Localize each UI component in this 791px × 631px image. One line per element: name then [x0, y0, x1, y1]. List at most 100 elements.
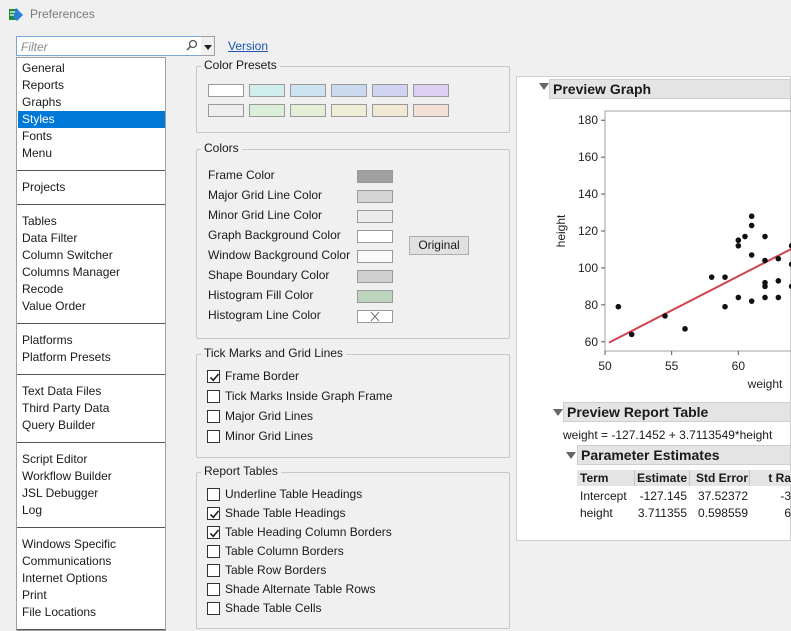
y-tick-label: 80: [585, 298, 599, 312]
sidebar-item-menu[interactable]: Menu: [22, 146, 53, 160]
color-preset-swatch[interactable]: [249, 104, 285, 117]
filter-dropdown-button[interactable]: [201, 36, 215, 56]
sidebar-item-general[interactable]: General: [22, 61, 65, 75]
color-preset-swatch[interactable]: [290, 104, 326, 117]
filter-input[interactable]: Filter: [16, 36, 205, 56]
sidebar-item-windows-specific[interactable]: Windows Specific: [22, 537, 117, 551]
window-background-color-swatch[interactable]: [357, 250, 393, 263]
color-preset-swatch[interactable]: [208, 104, 244, 117]
search-icon: [186, 39, 198, 51]
sidebar-item-platforms[interactable]: Platforms: [22, 333, 73, 347]
x-tick-label: 60: [732, 359, 746, 373]
sidebar-item-platform-presets[interactable]: Platform Presets: [22, 350, 111, 364]
color-preset-swatch[interactable]: [290, 84, 326, 97]
color-preset-swatch[interactable]: [331, 84, 367, 97]
checkbox-box[interactable]: [207, 564, 220, 577]
table-cell: -3: [780, 489, 791, 503]
parameter-estimates-header[interactable]: Parameter Estimates: [577, 445, 791, 465]
color-preset-swatch[interactable]: [249, 84, 285, 97]
sidebar-item-data-filter[interactable]: Data Filter: [22, 231, 78, 245]
sidebar-item-third-party-data[interactable]: Third Party Data: [22, 401, 110, 415]
sidebar-item-value-order[interactable]: Value Order: [22, 299, 86, 313]
sidebar-item-recode[interactable]: Recode: [22, 282, 64, 296]
color-preset-swatch[interactable]: [372, 104, 408, 117]
color-preset-swatch[interactable]: [413, 84, 449, 97]
plot-frame: [604, 110, 791, 352]
preview-graph-header[interactable]: Preview Graph: [549, 79, 791, 99]
collapse-triangle-icon[interactable]: [553, 409, 563, 416]
report-tables-group: [196, 472, 510, 629]
sidebar-item-column-switcher[interactable]: Column Switcher: [22, 248, 113, 262]
category-list[interactable]: General Reports Graphs Styles Fonts Menu Proje…: [16, 57, 166, 631]
checkbox-box[interactable]: [207, 526, 220, 539]
sidebar-item-query-builder[interactable]: Query Builder: [22, 418, 96, 432]
column-header: Term: [580, 471, 609, 485]
sidebar-item-fonts[interactable]: Fonts: [22, 129, 53, 143]
checkbox-box[interactable]: [207, 545, 220, 558]
original-button[interactable]: Original: [409, 236, 469, 255]
shape-boundary-color-label: Shape Boundary Color: [208, 268, 330, 282]
checkbox-box[interactable]: [207, 488, 220, 501]
sidebar-item-script-editor[interactable]: Script Editor: [22, 452, 88, 466]
sidebar-item-tables[interactable]: Tables: [22, 214, 57, 228]
checkbox-box[interactable]: [207, 370, 220, 383]
y-tick-label: 140: [578, 187, 598, 201]
minor-grid-line-color-label: Minor Grid Line Color: [208, 208, 323, 222]
table-cell: 6: [784, 506, 791, 520]
nav-separator: [17, 323, 165, 324]
checkbox-box[interactable]: [207, 602, 220, 615]
checkbox-box[interactable]: [207, 410, 220, 423]
shape-boundary-color-swatch[interactable]: [357, 270, 393, 283]
sidebar-item-styles[interactable]: Styles: [18, 111, 165, 128]
y-tick-label: 60: [585, 335, 599, 349]
checkbox-box[interactable]: [207, 390, 220, 403]
table-cell: height: [580, 506, 613, 520]
color-preset-swatch[interactable]: [372, 84, 408, 97]
graph-background-color-label: Graph Background Color: [208, 228, 341, 242]
report-tables-label: Report Tables: [201, 464, 281, 478]
sidebar-item-jsl-debugger[interactable]: JSL Debugger: [22, 486, 99, 500]
table-row: height 3.711355 0.598559 6: [577, 505, 791, 522]
major-grid-line-color-label: Major Grid Line Color: [208, 188, 323, 202]
table-cell: 3.711355: [637, 506, 687, 520]
data-point: [735, 237, 742, 244]
frame-color-swatch[interactable]: [357, 170, 393, 183]
y-tick-label: 100: [578, 261, 598, 275]
minor-grid-line-color-swatch[interactable]: [357, 210, 393, 223]
sidebar-item-projects[interactable]: Projects: [22, 180, 66, 194]
histogram-fill-color-swatch[interactable]: [357, 290, 393, 303]
color-preset-swatch[interactable]: [208, 84, 244, 97]
version-link[interactable]: Version: [228, 39, 269, 53]
sidebar-item-workflow-builder[interactable]: Workflow Builder: [22, 469, 112, 483]
sidebar-item-reports[interactable]: Reports: [22, 78, 65, 92]
collapse-triangle-icon[interactable]: [566, 452, 576, 459]
sidebar-item-file-locations[interactable]: File Locations: [22, 605, 97, 619]
histogram-line-color-swatch[interactable]: [357, 310, 393, 323]
sidebar-item-text-data-files[interactable]: Text Data Files: [22, 384, 102, 398]
checkbox-box[interactable]: [207, 430, 220, 443]
nav-separator: [17, 629, 165, 630]
nav-separator: [17, 527, 165, 528]
nav-separator: [17, 442, 165, 443]
color-preset-swatch[interactable]: [413, 104, 449, 117]
collapse-triangle-icon[interactable]: [539, 83, 549, 90]
data-point: [762, 294, 768, 301]
colors-group: [196, 149, 510, 339]
preview-report-header[interactable]: Preview Report Table: [563, 402, 791, 422]
sidebar-item-log[interactable]: Log: [22, 503, 43, 517]
color-presets-label: Color Presets: [201, 58, 280, 72]
sidebar-item-graphs[interactable]: Graphs: [22, 95, 62, 109]
color-preset-swatch[interactable]: [331, 104, 367, 117]
sidebar-item-communications[interactable]: Communications: [22, 554, 112, 568]
graph-background-color-swatch[interactable]: [357, 230, 393, 243]
sidebar-item-print[interactable]: Print: [22, 588, 47, 602]
checkbox-box[interactable]: [207, 583, 220, 596]
checkbox-label: Major Grid Lines: [225, 409, 314, 423]
app-icon: [9, 8, 23, 21]
major-grid-line-color-swatch[interactable]: [357, 190, 393, 203]
sidebar-item-columns-manager[interactable]: Columns Manager: [22, 265, 121, 279]
sidebar-item-internet-options[interactable]: Internet Options: [22, 571, 108, 585]
checkbox-box[interactable]: [207, 507, 220, 520]
x-axis-label: weight: [747, 377, 783, 391]
title-bar: Preferences: [0, 0, 791, 30]
